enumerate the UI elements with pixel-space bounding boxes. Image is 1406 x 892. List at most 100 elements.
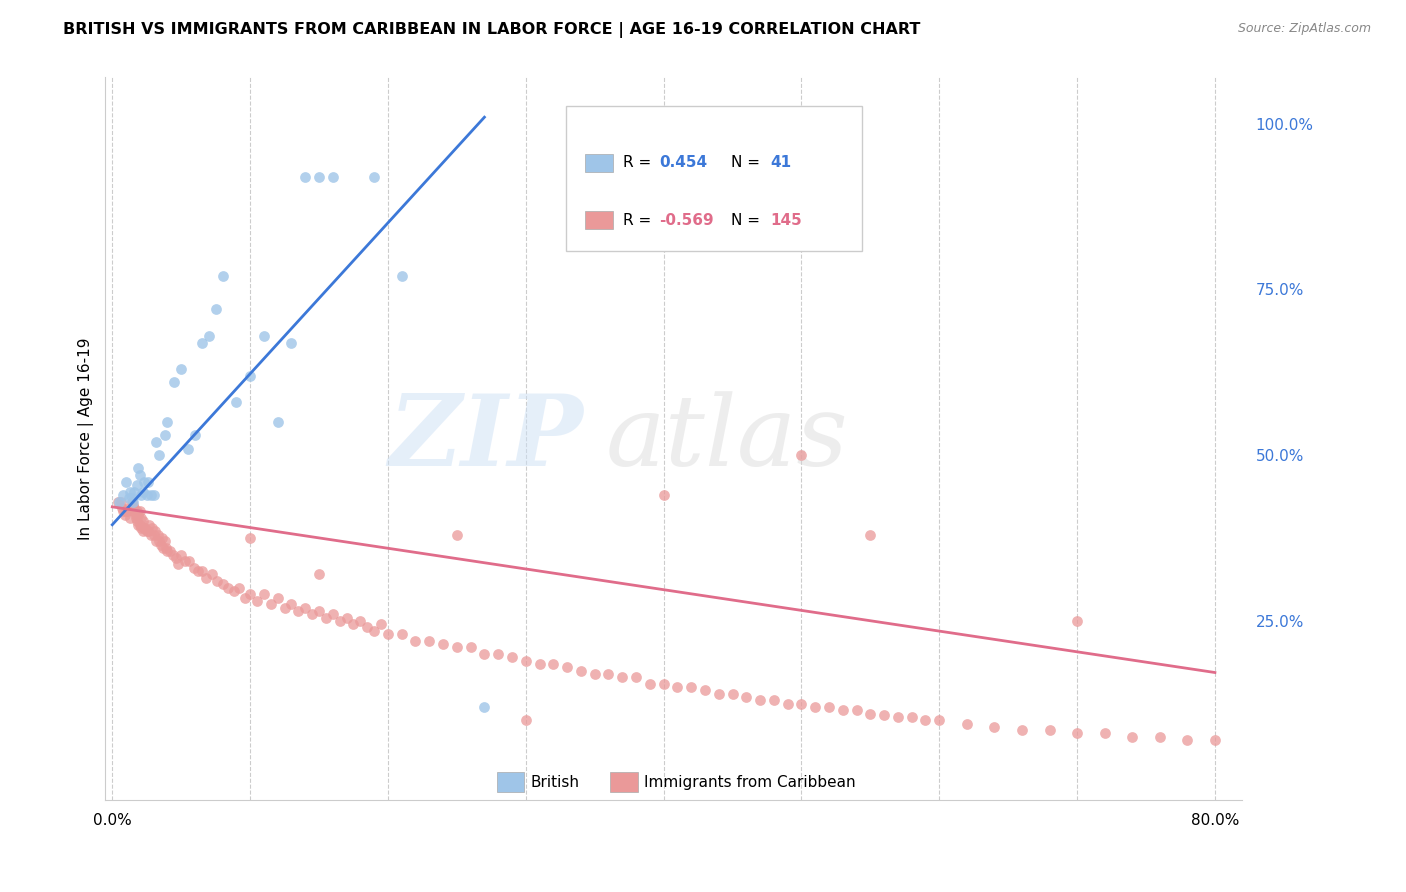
Point (543, 657, 565, 671)
Point (638, 677, 661, 691)
Point (167, 558, 190, 572)
Point (928, 713, 950, 727)
Point (125, 508, 148, 522)
Point (1066, 614, 1088, 628)
Point (1038, 723, 1060, 738)
Point (370, 617, 392, 632)
Point (129, 511, 152, 525)
Point (149, 538, 172, 552)
Point (349, 614, 371, 628)
Point (118, 491, 141, 506)
Point (342, 617, 364, 632)
Point (391, 627, 413, 641)
Point (329, 614, 352, 628)
Point (136, 475, 159, 489)
Point (294, 169, 316, 184)
Point (280, 597, 302, 611)
Point (195, 571, 218, 585)
Point (124, 504, 146, 518)
Point (127, 461, 149, 475)
Point (336, 610, 359, 624)
Point (831, 703, 853, 717)
Point (139, 527, 162, 541)
Point (735, 690, 758, 704)
Point (177, 442, 200, 456)
Point (156, 415, 179, 429)
Point (246, 594, 269, 608)
Point (129, 521, 152, 535)
Point (790, 697, 813, 711)
Point (515, 654, 537, 668)
FancyBboxPatch shape (565, 106, 862, 251)
Point (721, 687, 744, 701)
Point (170, 548, 193, 562)
Point (115, 504, 138, 518)
FancyBboxPatch shape (496, 772, 524, 792)
Point (138, 517, 160, 532)
Text: 41: 41 (770, 155, 792, 170)
Text: R =: R = (623, 155, 655, 170)
Point (569, 664, 592, 678)
Point (308, 169, 330, 184)
Point (117, 504, 139, 518)
Point (128, 468, 150, 483)
Point (124, 484, 146, 499)
Point (183, 561, 205, 575)
Point (1204, 733, 1226, 747)
Point (204, 302, 226, 317)
Text: R =: R = (623, 212, 655, 227)
Text: 0.454: 0.454 (659, 155, 707, 170)
Point (681, 680, 703, 694)
Point (134, 521, 156, 535)
Point (145, 534, 167, 549)
Point (301, 607, 323, 622)
FancyBboxPatch shape (585, 211, 613, 229)
Point (131, 484, 153, 499)
Point (155, 541, 177, 555)
Point (111, 501, 134, 516)
Point (598, 666, 620, 681)
Point (253, 329, 276, 343)
Point (859, 527, 882, 541)
Point (110, 494, 132, 508)
Point (153, 428, 176, 442)
Point (146, 527, 169, 541)
Point (132, 475, 155, 489)
Point (624, 670, 647, 684)
Point (170, 362, 193, 376)
Point (873, 707, 896, 722)
Point (460, 640, 482, 655)
Point (108, 494, 131, 508)
Point (217, 581, 239, 595)
Point (239, 587, 262, 601)
Point (148, 534, 170, 549)
Point (150, 531, 173, 545)
Point (583, 666, 606, 681)
Point (139, 488, 162, 502)
Point (143, 524, 166, 539)
Text: Source: ZipAtlas.com: Source: ZipAtlas.com (1237, 22, 1371, 36)
Text: Immigrants from Caribbean: Immigrants from Caribbean (644, 775, 856, 790)
Point (308, 604, 330, 618)
Point (287, 604, 309, 618)
Point (112, 504, 135, 518)
Point (260, 597, 283, 611)
Point (322, 607, 344, 622)
Point (125, 511, 148, 525)
Point (1175, 733, 1198, 747)
Point (135, 524, 157, 539)
Point (118, 501, 141, 516)
Point (239, 531, 262, 545)
Point (804, 700, 827, 714)
Point (187, 564, 209, 578)
Point (135, 488, 157, 502)
Point (222, 584, 245, 599)
Point (253, 587, 276, 601)
Point (233, 591, 256, 605)
Point (446, 527, 468, 541)
Point (165, 550, 187, 565)
Text: atlas: atlas (606, 391, 848, 486)
Point (501, 650, 523, 665)
Point (121, 494, 143, 508)
Point (322, 169, 344, 184)
